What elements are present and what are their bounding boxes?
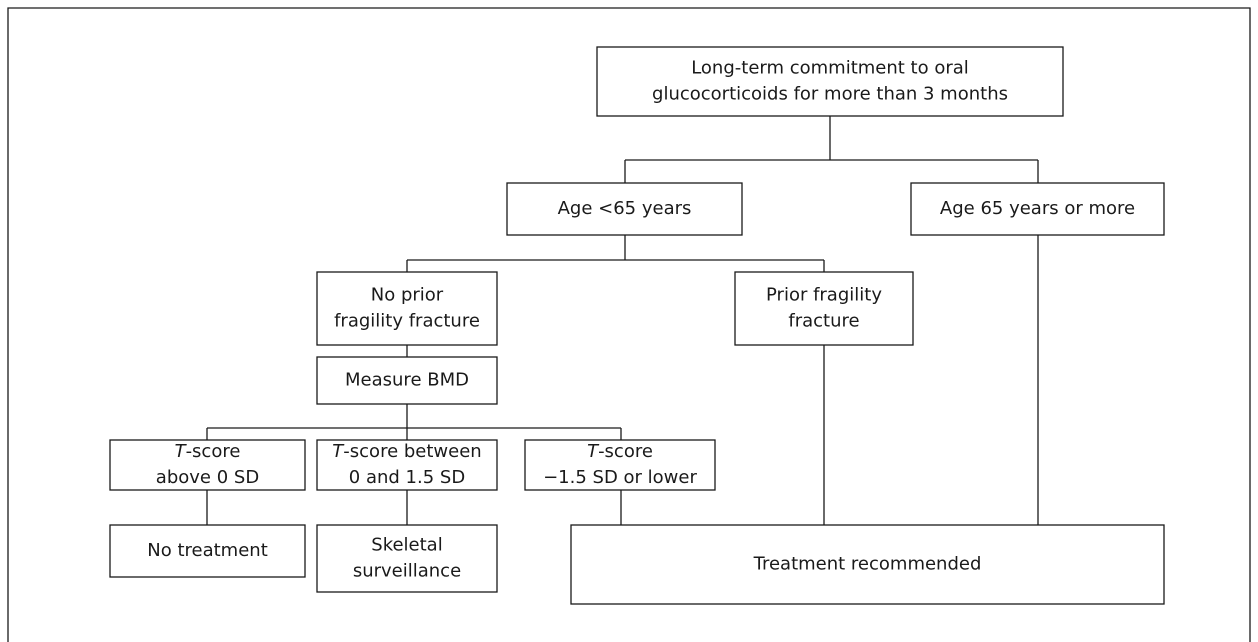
connector: [406, 235, 825, 272]
label-part: Prior fragility: [766, 285, 882, 306]
label-part: Treatment recommended: [753, 554, 982, 575]
label-part: Measure BMD: [345, 370, 469, 391]
node-box: [109, 524, 306, 578]
node-label: Age 65 years or more: [940, 198, 1135, 219]
node-label: T-score: [587, 441, 653, 462]
node-label: above 0 SD: [156, 467, 259, 488]
label-part: T: [175, 441, 188, 462]
node-box: [316, 271, 498, 346]
node-label: Age <65 years: [558, 198, 692, 219]
node: Skeletal surveillance: [316, 524, 498, 593]
label-part: -score: [186, 441, 241, 462]
label-part: T: [587, 441, 600, 462]
connectors: [206, 116, 1039, 525]
node: Prior fragility fracture: [734, 271, 914, 346]
node-box: [506, 182, 743, 236]
label-part: fracture: [788, 311, 859, 332]
node-label: T-score between: [332, 441, 481, 462]
node-box: [734, 271, 914, 346]
node-box: [316, 439, 498, 491]
frame: [7, 7, 1251, 642]
node-box: [524, 439, 716, 491]
node: Treatment recommended: [570, 524, 1165, 605]
label-part: -score between: [343, 441, 481, 462]
node-box: [910, 182, 1165, 236]
node: No prior fragility fracture: [316, 271, 498, 346]
node-box: [109, 439, 306, 491]
node-label: T-score: [175, 441, 241, 462]
node-label: Prior fragility: [766, 285, 882, 306]
label-part: above 0 SD: [156, 467, 259, 488]
label-part: Age 65 years or more: [940, 198, 1135, 219]
node-label: Long-term commitment to oral: [691, 58, 969, 79]
node: T-score above 0 SD: [109, 439, 306, 491]
node-box: [596, 46, 1064, 117]
node: Age 65 years or more: [910, 182, 1165, 236]
node-box: [316, 524, 498, 593]
node: T-score between 0 and 1.5 SD: [316, 439, 498, 491]
label-part: surveillance: [353, 561, 461, 582]
node-label: 0 and 1.5 SD: [349, 467, 465, 488]
node-box: [570, 524, 1165, 605]
label-part: −1.5 SD or lower: [543, 467, 697, 488]
node-label: No treatment: [147, 540, 268, 561]
node-label: Skeletal: [371, 535, 442, 556]
node: Long-term commitment to oral glucocortico…: [596, 46, 1064, 117]
label-part: 0 and 1.5 SD: [349, 467, 465, 488]
node-label: −1.5 SD or lower: [543, 467, 697, 488]
label-part: Skeletal: [371, 535, 442, 556]
node: Age <65 years: [506, 182, 743, 236]
label-part: Age <65 years: [558, 198, 692, 219]
label-part: -score: [598, 441, 653, 462]
node-label: fragility fracture: [334, 311, 480, 332]
label-part: No prior: [371, 285, 444, 306]
node-label: Treatment recommended: [753, 554, 982, 575]
node-label: Measure BMD: [345, 370, 469, 391]
node-label: surveillance: [353, 561, 461, 582]
connector: [624, 116, 1039, 183]
node-label: No prior: [371, 285, 444, 306]
label-part: Long-term commitment to oral: [691, 58, 969, 79]
node: Measure BMD: [316, 356, 498, 405]
label-part: T: [332, 441, 345, 462]
node: No treatment: [109, 524, 306, 578]
node-box: [316, 356, 498, 405]
node: T-score −1.5 SD or lower: [524, 439, 716, 491]
label-part: No treatment: [147, 540, 268, 561]
node-label: glucocorticoids for more than 3 months: [652, 84, 1008, 105]
label-part: fragility fracture: [334, 311, 480, 332]
node-label: fracture: [788, 311, 859, 332]
connector: [823, 235, 1039, 525]
connector: [206, 490, 622, 525]
label-part: glucocorticoids for more than 3 months: [652, 84, 1008, 105]
connector: [206, 404, 622, 440]
